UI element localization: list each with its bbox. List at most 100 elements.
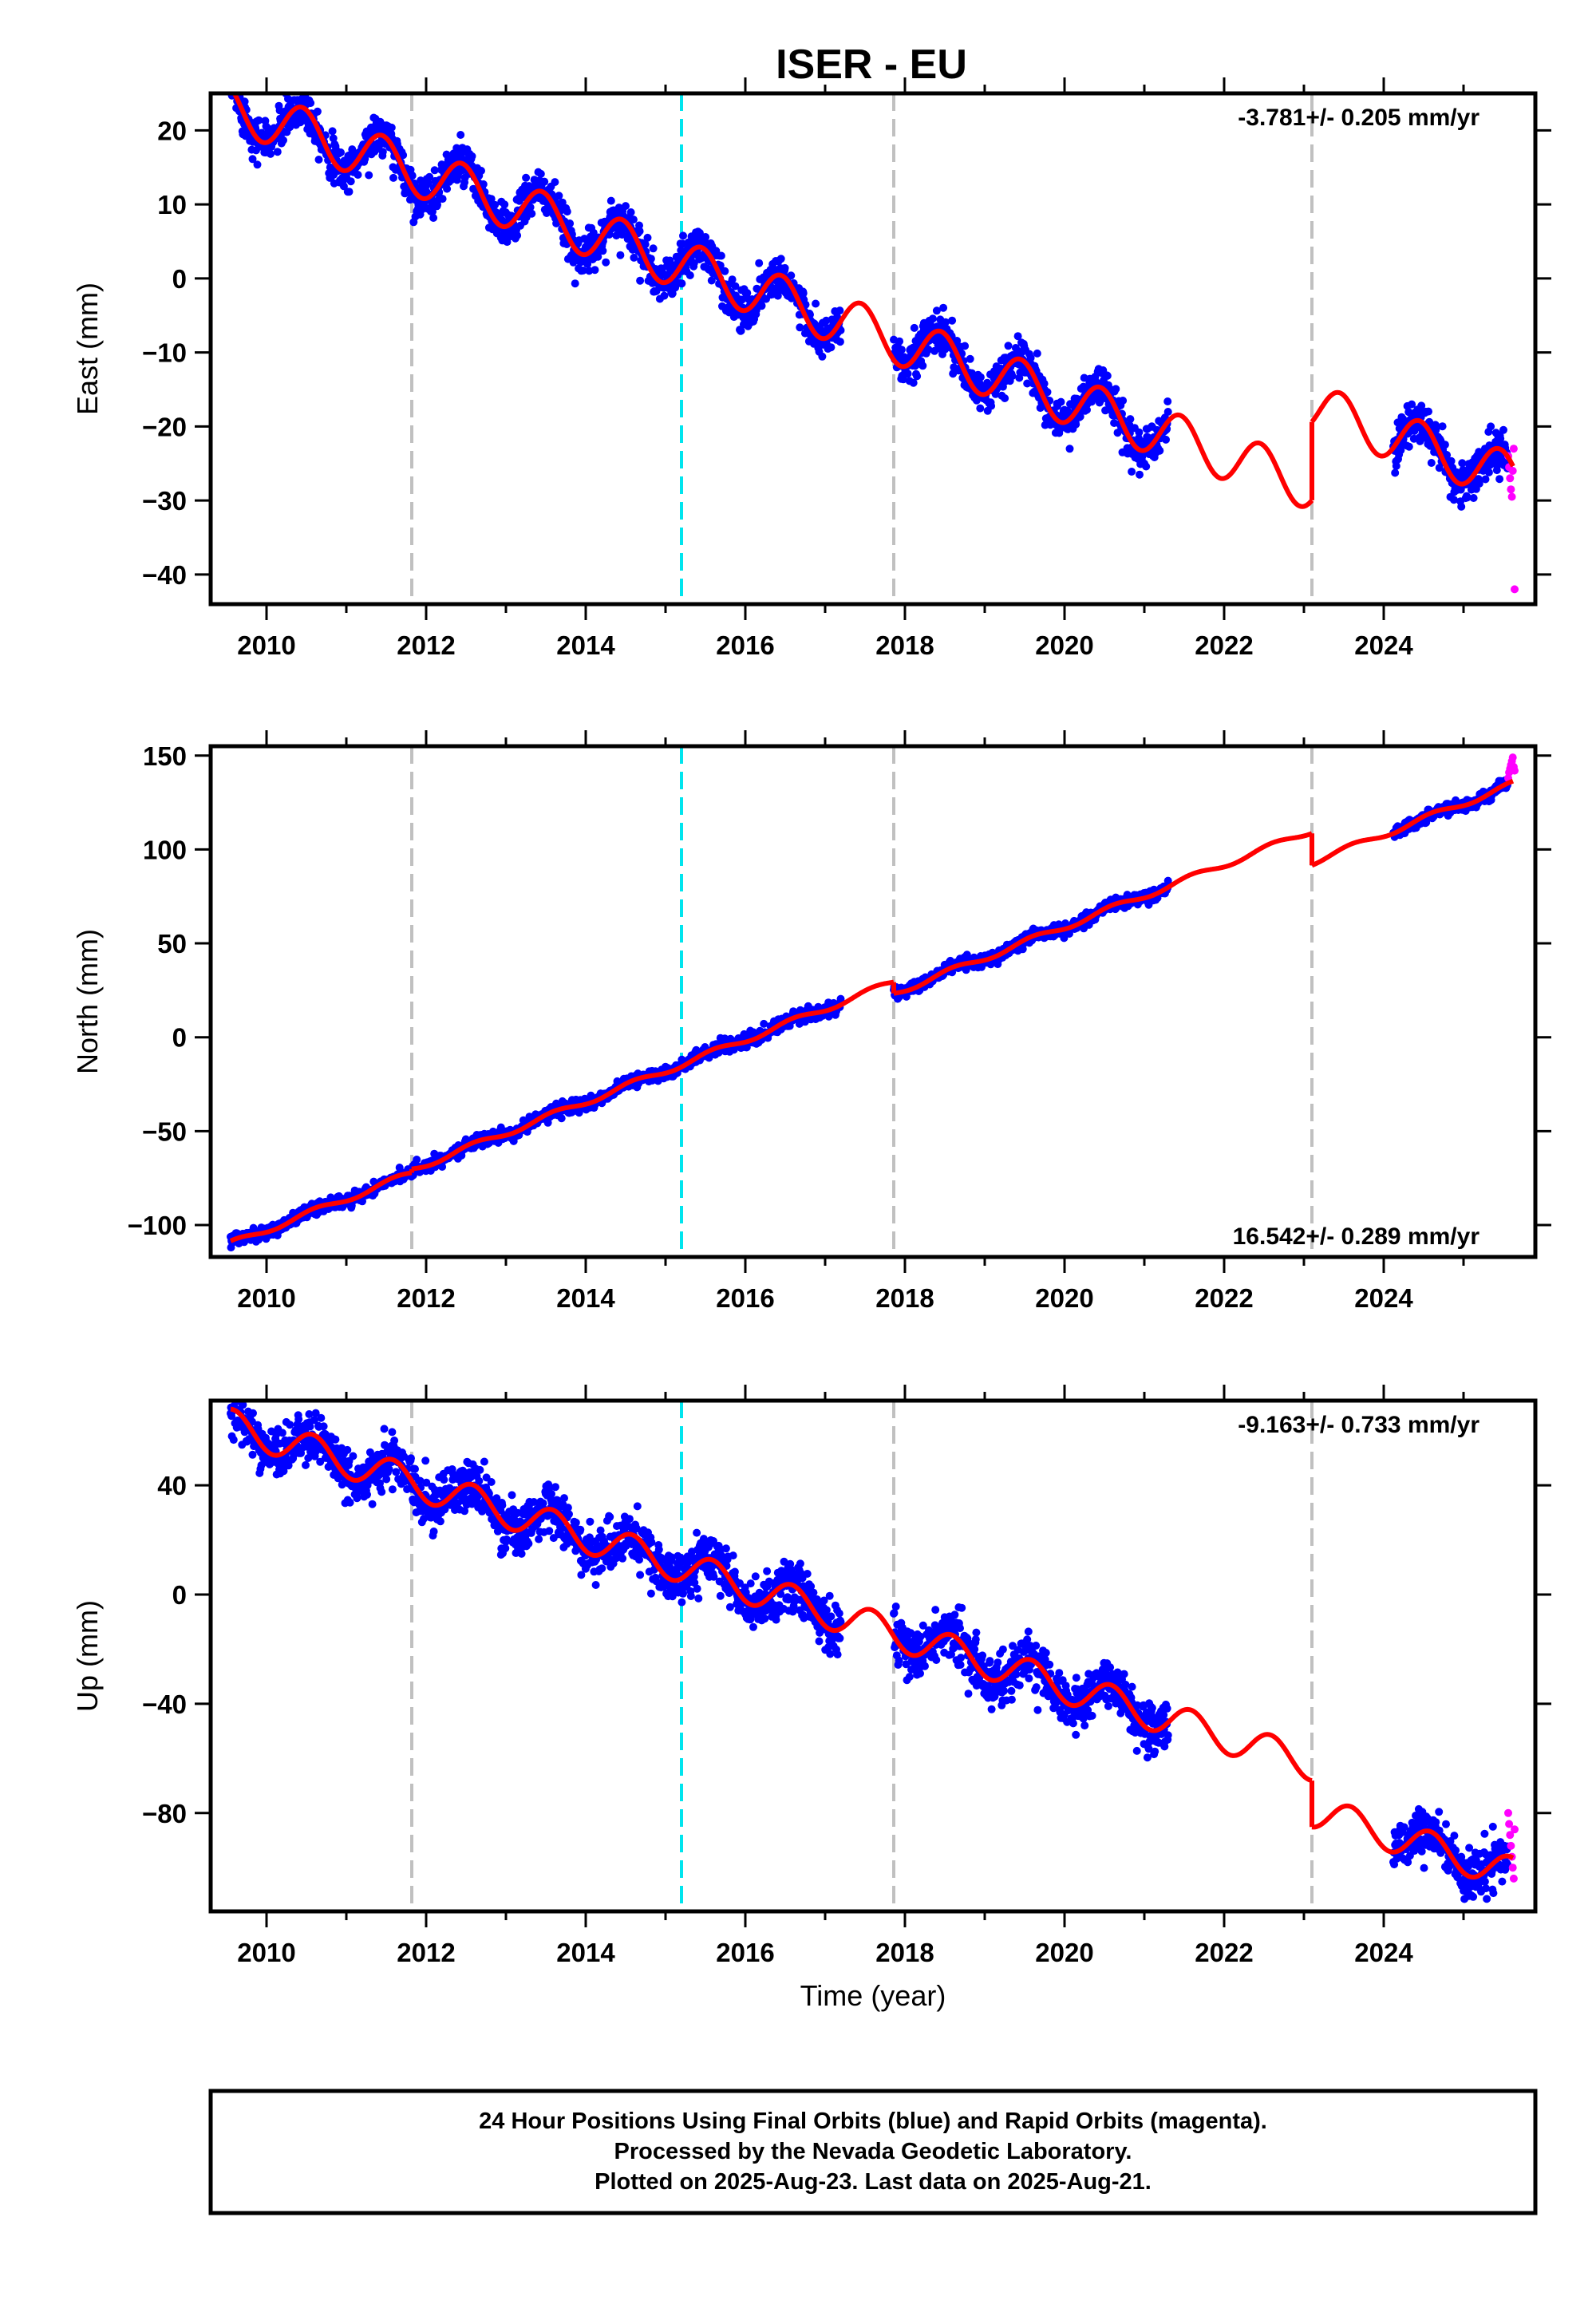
model-curve (231, 93, 1515, 509)
rapid-point (1508, 753, 1517, 762)
final-point (731, 282, 740, 290)
final-point (429, 207, 437, 216)
final-point (594, 252, 602, 261)
y-tick-label: 150 (143, 741, 187, 771)
final-point (248, 155, 257, 164)
y-tick-label: −20 (142, 412, 187, 441)
final-point (1126, 415, 1135, 424)
east-model-curve (231, 93, 1515, 509)
final-point (408, 172, 417, 180)
final-point (1040, 379, 1049, 388)
rapid-point (1507, 492, 1516, 501)
final-point (513, 231, 522, 239)
final-point (468, 152, 476, 160)
north-frame (208, 744, 1538, 1259)
x-tick-label: 2020 (1035, 630, 1093, 660)
final-point (641, 240, 650, 249)
final-point (635, 227, 644, 235)
final-point (491, 200, 500, 209)
final-point (987, 401, 996, 410)
final-point (1026, 354, 1035, 362)
final-point (229, 1436, 238, 1445)
final-point (1023, 379, 1032, 388)
x-tick-label: 2018 (875, 1283, 934, 1313)
final-point (941, 318, 950, 326)
final-point (932, 306, 941, 315)
final-point (1499, 425, 1507, 434)
east-reference-lines (410, 93, 1314, 604)
final-point (286, 123, 294, 132)
final-point (231, 81, 239, 89)
final-point (306, 1422, 314, 1431)
y-tick-label: 0 (172, 264, 187, 294)
final-point (635, 221, 643, 230)
final-point (737, 326, 745, 335)
final-point (389, 173, 397, 182)
final-point (717, 251, 725, 260)
final-point (319, 1422, 328, 1431)
x-tick-label: 2024 (1354, 1283, 1413, 1313)
x-tick-label: 2014 (556, 1283, 615, 1313)
final-point (630, 253, 638, 262)
final-point (293, 84, 301, 92)
final-point (527, 209, 536, 218)
final-point (429, 214, 438, 222)
final-point (728, 275, 737, 284)
final-point (438, 195, 447, 204)
final-point (796, 323, 804, 332)
final-point (924, 345, 933, 354)
north-final-points (227, 774, 1512, 1252)
x-tick-label: 2020 (1035, 1283, 1093, 1313)
final-point (313, 107, 322, 116)
final-point (1408, 400, 1416, 409)
y-tick-label: −40 (142, 560, 187, 590)
final-point (345, 188, 354, 196)
final-point (1004, 342, 1013, 350)
final-point (629, 215, 638, 224)
final-point (286, 1421, 294, 1429)
x-tick-label: 2022 (1195, 630, 1253, 660)
north-panel: 2010 2012 2014 2016 2018 2020 2022 2024 1501005… (71, 730, 1551, 1313)
final-point (522, 173, 531, 182)
final-point (329, 134, 338, 143)
final-point (306, 99, 315, 108)
final-point (279, 136, 287, 144)
final-point (227, 81, 235, 89)
final-point (961, 342, 970, 350)
final-point (1417, 401, 1426, 410)
final-point (1427, 459, 1436, 467)
final-point (678, 279, 686, 288)
final-point (331, 1435, 340, 1444)
final-point (579, 267, 587, 275)
east-x-ticks: 2010 2012 2014 2016 2018 2020 2022 2024 (237, 77, 1465, 660)
final-point (1076, 413, 1084, 421)
final-point (563, 207, 571, 216)
final-point (818, 352, 827, 361)
final-point (721, 267, 729, 275)
rapid-point (1508, 467, 1517, 475)
final-point (551, 178, 559, 187)
final-point (477, 167, 485, 175)
final-point (918, 362, 927, 370)
final-point (378, 148, 387, 156)
final-point (606, 196, 615, 205)
y-tick-label: −50 (142, 1117, 187, 1146)
final-point (701, 233, 710, 241)
y-tick-label: 50 (157, 929, 187, 958)
final-point (643, 233, 652, 242)
y-tick-label: 20 (157, 116, 187, 145)
final-point (897, 346, 906, 354)
final-point (387, 123, 396, 132)
final-point (571, 279, 579, 288)
up-reference-lines (410, 1401, 1314, 1911)
final-point (361, 155, 369, 163)
final-point (1469, 494, 1478, 502)
final-point (1043, 388, 1052, 397)
final-point (939, 303, 948, 312)
x-tick-label: 2016 (716, 1283, 774, 1313)
final-point (679, 231, 687, 240)
final-point (253, 160, 262, 169)
final-point (1163, 408, 1172, 416)
final-point (557, 1114, 566, 1123)
